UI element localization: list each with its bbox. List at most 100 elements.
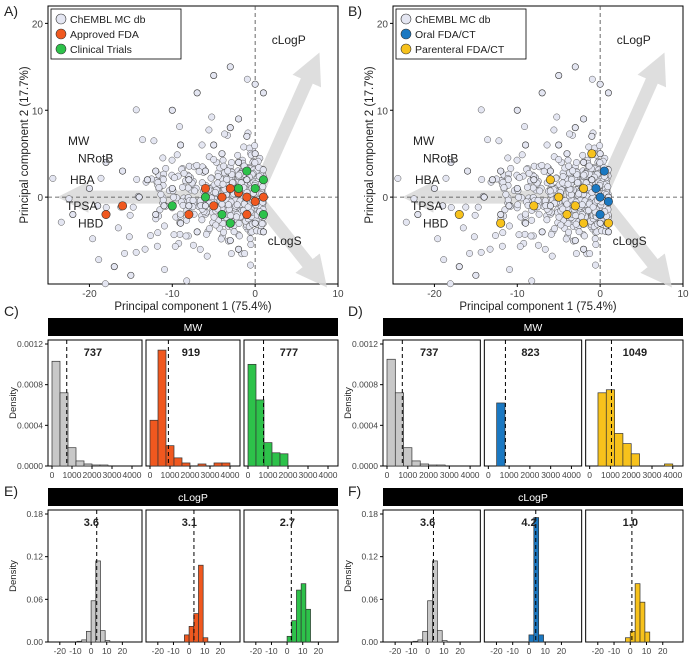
- x-tick-label: -10: [167, 646, 180, 656]
- db-point: [571, 124, 579, 132]
- db-point: [211, 188, 219, 196]
- db-point: [135, 193, 143, 201]
- db-point: [162, 164, 170, 172]
- db-point: [541, 245, 549, 253]
- highlight-point: [599, 166, 609, 176]
- hist-bar: [213, 462, 223, 467]
- x-tick-label: 4000: [221, 470, 240, 480]
- db-point: [161, 266, 168, 273]
- y-tick-label: 0.0004: [352, 420, 378, 430]
- db-point: [538, 228, 546, 236]
- y-axis-label: Density: [8, 560, 19, 592]
- db-point: [515, 174, 523, 182]
- facet: 3.6 -20 -10 0 10 20: [47, 509, 143, 656]
- facet-strip: [383, 318, 683, 336]
- db-point: [447, 204, 455, 211]
- hist-bar: [263, 442, 273, 467]
- y-tick-label: 10: [377, 106, 389, 117]
- hist-bar: [271, 452, 281, 467]
- db-point: [127, 271, 135, 279]
- facet: 1049 0 1000 2000 3000 4000: [585, 339, 684, 480]
- x-tick-label: -20: [250, 646, 263, 656]
- highlight-point: [225, 218, 235, 228]
- x-tick-label: 10: [677, 289, 689, 300]
- facet: 3.1 -20 -10 0 10 20: [145, 509, 241, 656]
- db-point: [580, 171, 588, 179]
- db-point: [168, 106, 176, 114]
- db-point: [500, 184, 508, 192]
- db-point: [210, 72, 218, 80]
- loading-label: HBA: [70, 173, 95, 187]
- x-tick-label: 1000: [259, 470, 278, 480]
- db-point: [440, 256, 448, 264]
- db-point: [589, 203, 597, 211]
- db-point: [568, 176, 576, 183]
- db-point: [596, 80, 604, 88]
- db-point: [219, 156, 227, 164]
- scatter-panel: cLogP cLogS MW NRotB HBA TPSA HBD -20 -10 0 10 0 10 2…: [364, 5, 689, 313]
- y-tick-label: 20: [32, 19, 44, 30]
- x-tick-label: 3000: [299, 470, 318, 480]
- db-point: [555, 156, 563, 163]
- db-point: [147, 232, 154, 239]
- scatter-panel: cLogP cLogS MW NRotB HBA TPSA HBD -20 -10 0 10 0 10 2…: [19, 5, 344, 313]
- db-point: [548, 252, 556, 260]
- y-tick-label: 0.12: [361, 552, 378, 562]
- db-point: [585, 162, 593, 170]
- x-tick-label: 10: [540, 646, 550, 656]
- db-point: [580, 245, 588, 253]
- facet: 777 0 1000 2000 3000 4000: [243, 339, 339, 480]
- db-point: [505, 222, 513, 230]
- db-point: [170, 193, 177, 201]
- db-point: [402, 218, 410, 226]
- hist-bar: [432, 560, 438, 643]
- median-label: 777: [280, 347, 298, 359]
- db-point: [562, 235, 570, 243]
- hist-bar: [597, 392, 607, 467]
- y-axis-label: Principal component 2 (17.7%): [19, 66, 31, 223]
- db-point: [141, 245, 149, 253]
- db-point: [243, 132, 251, 140]
- db-point: [226, 237, 234, 245]
- db-point: [126, 211, 134, 219]
- x-tick-label: 0: [597, 289, 603, 300]
- db-point: [543, 141, 551, 149]
- db-point: [152, 167, 160, 175]
- y-tick-label: 0.06: [361, 594, 378, 604]
- db-point: [193, 228, 201, 236]
- db-point: [168, 184, 176, 192]
- db-point: [251, 219, 259, 227]
- highlight-point: [242, 210, 252, 220]
- db-point: [171, 242, 179, 250]
- db-point: [528, 216, 536, 224]
- hist-bar: [83, 463, 93, 467]
- hist-bar: [639, 601, 646, 643]
- db-point: [125, 233, 133, 241]
- db-point: [471, 211, 479, 219]
- strip-label: MW: [524, 322, 543, 334]
- legend-marker: [400, 43, 412, 55]
- hist-bar: [300, 583, 307, 643]
- db-point: [176, 123, 184, 131]
- highlight-point: [225, 183, 235, 193]
- db-point: [259, 183, 267, 191]
- db-point: [244, 203, 252, 211]
- hist-bar: [100, 630, 106, 643]
- x-tick-label: 20: [118, 646, 128, 656]
- db-point: [160, 202, 168, 210]
- db-point: [555, 213, 563, 221]
- db-point: [246, 235, 254, 243]
- db-point: [203, 252, 211, 260]
- db-point: [566, 130, 574, 138]
- db-point: [569, 167, 577, 175]
- facet: 4.2 -20 -10 0 10 20: [483, 509, 583, 656]
- hist-bar: [76, 640, 83, 643]
- loading-label: NRotB: [78, 151, 113, 165]
- strip-label: cLogP: [178, 492, 208, 504]
- x-tick-label: 4000: [319, 470, 338, 480]
- db-point: [596, 150, 604, 158]
- x-tick-label: 0: [148, 470, 153, 480]
- x-tick-label: 10: [102, 646, 112, 656]
- db-point: [189, 241, 197, 249]
- highlight-point: [209, 201, 219, 211]
